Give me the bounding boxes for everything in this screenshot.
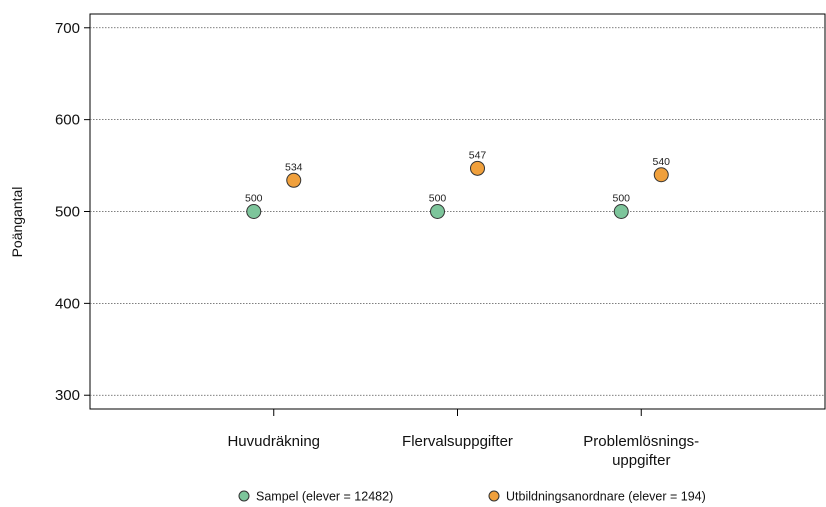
legend-marker — [238, 490, 250, 502]
x-tick-label: uppgifter — [612, 452, 670, 469]
data-point — [470, 160, 485, 176]
data-point — [430, 204, 445, 219]
y-tick-label: 600 — [55, 112, 80, 129]
x-tick-label: Huvudräkning — [227, 433, 320, 450]
data-label: 540 — [652, 156, 670, 168]
y-tick-label: 400 — [55, 295, 80, 312]
data-point — [653, 167, 669, 183]
data-point — [613, 204, 629, 219]
data-point — [286, 172, 302, 188]
data-label: 547 — [469, 149, 487, 161]
data-point — [246, 204, 262, 219]
data-label: 500 — [245, 193, 263, 205]
data-label: 500 — [429, 193, 447, 205]
y-axis-label: Poängantal — [9, 187, 25, 258]
legend-label: Utbildningsanordnare (elever = 194) — [506, 490, 706, 504]
x-tick-label: Flervalsuppgifter — [402, 433, 513, 450]
y-tick-label: 300 — [55, 387, 80, 404]
x-tick-label: Problemlösnings- — [583, 433, 699, 450]
legend-label: Sampel (elever = 12482) — [256, 490, 393, 504]
legend-marker — [488, 490, 500, 502]
y-tick-label: 700 — [55, 20, 80, 37]
data-label: 534 — [285, 161, 303, 173]
data-label: 500 — [612, 193, 630, 205]
y-tick-label: 500 — [55, 204, 80, 221]
